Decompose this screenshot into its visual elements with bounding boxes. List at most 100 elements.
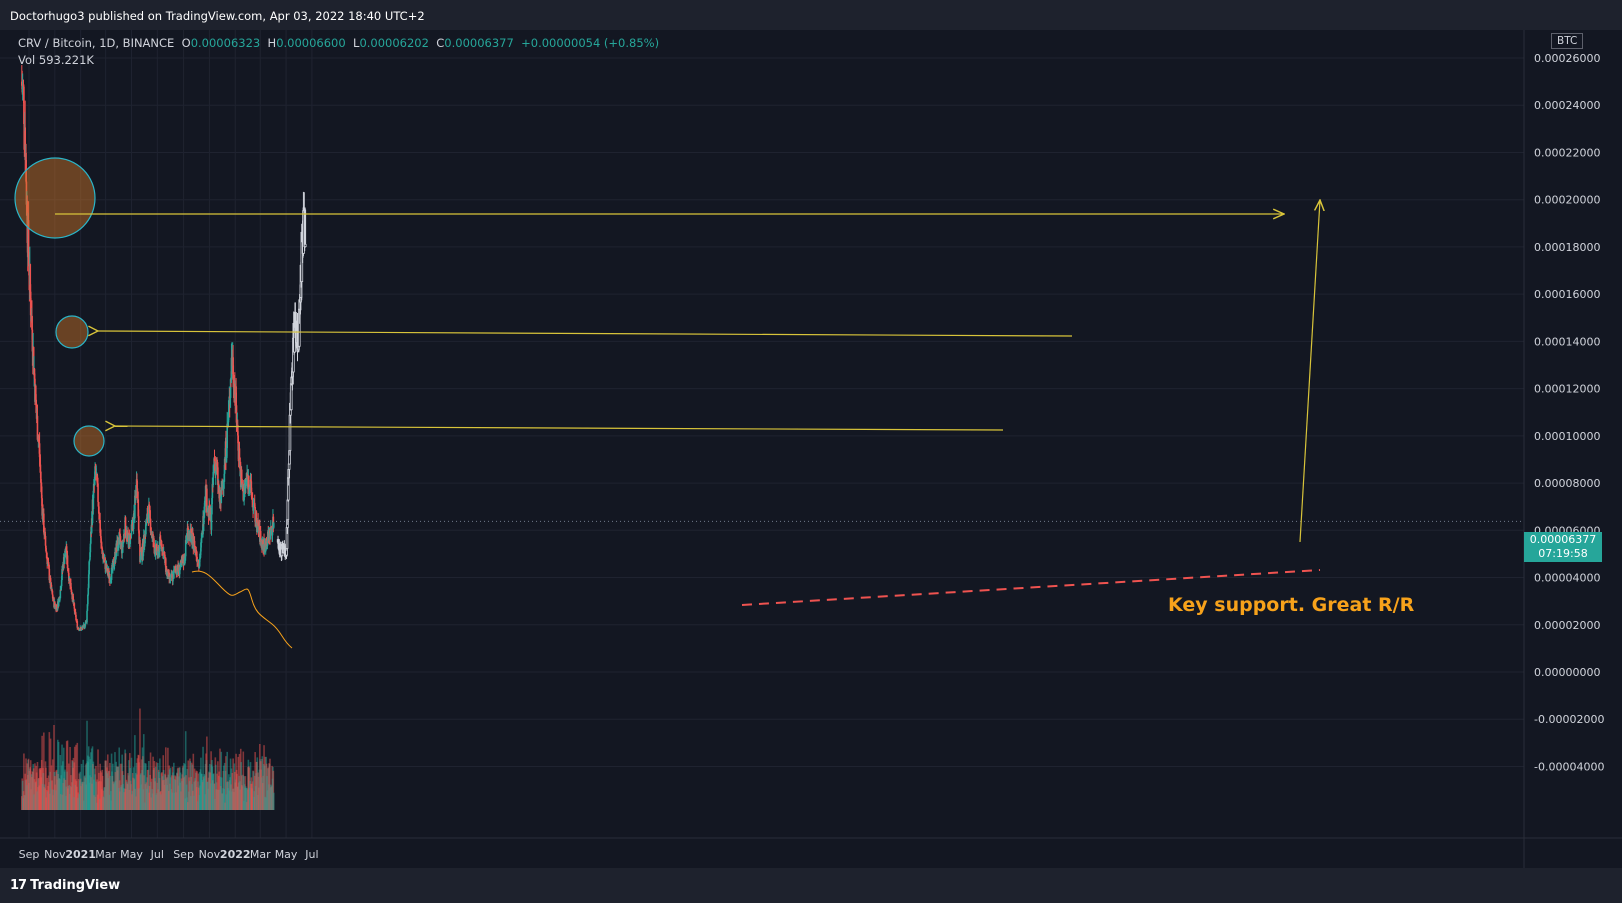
candle-body — [122, 542, 124, 548]
candle-body — [63, 557, 66, 565]
candle-body — [110, 567, 113, 580]
candle-body — [118, 532, 121, 545]
support-line — [741, 569, 1321, 606]
candle-body — [148, 504, 151, 506]
candle-body — [127, 532, 129, 540]
candle-body — [23, 86, 25, 125]
candle-body — [217, 467, 219, 486]
candle-body — [145, 521, 147, 535]
time-tick-label: Mar — [95, 848, 116, 861]
candle-body — [287, 463, 291, 470]
breakout-arrow — [1299, 200, 1320, 543]
change-value: +0.00000054 (+0.85%) — [521, 36, 660, 50]
volume-bar — [41, 735, 43, 810]
candle-body — [60, 579, 63, 587]
symbol-name[interactable]: CRV / Bitcoin, 1D, BINANCE — [18, 36, 175, 50]
volume-bar — [130, 757, 133, 810]
candle-body — [221, 486, 224, 491]
publisher-text: Doctorhugo3 published on TradingView.com… — [10, 9, 425, 23]
volume-bar — [59, 754, 62, 810]
candle-body — [169, 577, 172, 581]
volume-bars — [21, 708, 275, 810]
volume-bar — [206, 736, 208, 810]
bottom-bar: 17 TradingView — [0, 868, 1622, 903]
volume-bar — [214, 764, 217, 810]
volume-bar — [245, 788, 248, 810]
candle-body — [191, 532, 194, 540]
candle-body — [236, 424, 239, 436]
candle-body — [88, 561, 90, 575]
volume-bar — [134, 773, 137, 810]
candle-body — [154, 544, 157, 556]
candle-body — [84, 623, 87, 627]
price-tick-label: 0.00022000 — [1534, 146, 1600, 159]
highlight-circle — [14, 157, 96, 239]
candle-body — [60, 586, 62, 591]
time-tick-label: Mar — [250, 848, 271, 861]
time-axis[interactable]: Sep Nov 2021 Mar May Jul Sep Nov 2022 Mar May Jul — [19, 848, 319, 861]
volume-bar — [138, 762, 140, 810]
volume-bar — [230, 768, 233, 810]
candle-body — [153, 538, 155, 546]
volume-label[interactable]: Vol — [18, 53, 36, 67]
volume-bar — [108, 770, 110, 810]
candle-body — [82, 624, 85, 629]
candle-body — [139, 539, 141, 563]
volume-bar — [213, 783, 216, 810]
open-label: O — [181, 36, 191, 50]
candle-body — [193, 540, 196, 552]
candle-body — [271, 528, 274, 536]
candle-body — [59, 589, 62, 599]
candle-body — [99, 520, 101, 533]
close-value: 0.00006377 — [444, 36, 514, 50]
candle-body — [69, 578, 71, 587]
volume-bar — [187, 760, 190, 810]
volume-bar — [136, 758, 139, 810]
volume-bar — [225, 756, 227, 810]
candle-body — [89, 543, 92, 553]
top-bar: Doctorhugo3 published on TradingView.com… — [0, 0, 1622, 30]
candle-body — [40, 471, 42, 483]
volume-bar — [156, 763, 159, 810]
volume-bar — [252, 771, 255, 810]
volume-bar — [119, 763, 122, 810]
candle-body — [238, 448, 241, 468]
volume-bar — [109, 791, 112, 810]
hand-drawn-curve — [191, 570, 293, 649]
candle-body — [39, 464, 42, 472]
time-tick-label: May — [120, 848, 143, 861]
currency-label[interactable]: BTC — [1551, 33, 1584, 49]
candle-body — [70, 583, 72, 590]
volume-bar — [189, 761, 192, 810]
candle-body — [90, 531, 92, 544]
candle-body — [57, 599, 60, 607]
candle-body — [212, 471, 215, 486]
candle-body — [76, 621, 79, 628]
candle-body — [48, 568, 51, 581]
volume-bar — [179, 772, 182, 810]
volume-bar — [43, 732, 45, 810]
candle-body — [277, 539, 280, 545]
price-axis[interactable]: 0.00026000 0.00024000 0.00022000 0.00020000… — [1534, 52, 1604, 773]
candle-body — [166, 572, 168, 576]
volume-bar — [50, 765, 53, 810]
candle-body — [178, 570, 181, 575]
price-tick-label: -0.00002000 — [1534, 713, 1604, 726]
volume-bar — [94, 774, 96, 810]
candle-body — [250, 492, 253, 499]
resistance-arrow — [98, 331, 1073, 337]
time-tick-label: Sep — [173, 848, 194, 861]
volume-bar — [51, 759, 54, 810]
candle-body — [137, 516, 140, 531]
candle-body — [87, 574, 90, 588]
volume-bar — [75, 744, 77, 810]
candle-body — [64, 550, 66, 558]
candle-body — [213, 458, 216, 464]
volume-bar — [95, 781, 98, 810]
candle-body — [242, 484, 245, 501]
tradingview-brand[interactable]: 17 TradingView — [10, 878, 120, 893]
volume-bar — [98, 781, 101, 810]
volume-bar — [90, 748, 93, 810]
candle-body — [26, 200, 29, 243]
